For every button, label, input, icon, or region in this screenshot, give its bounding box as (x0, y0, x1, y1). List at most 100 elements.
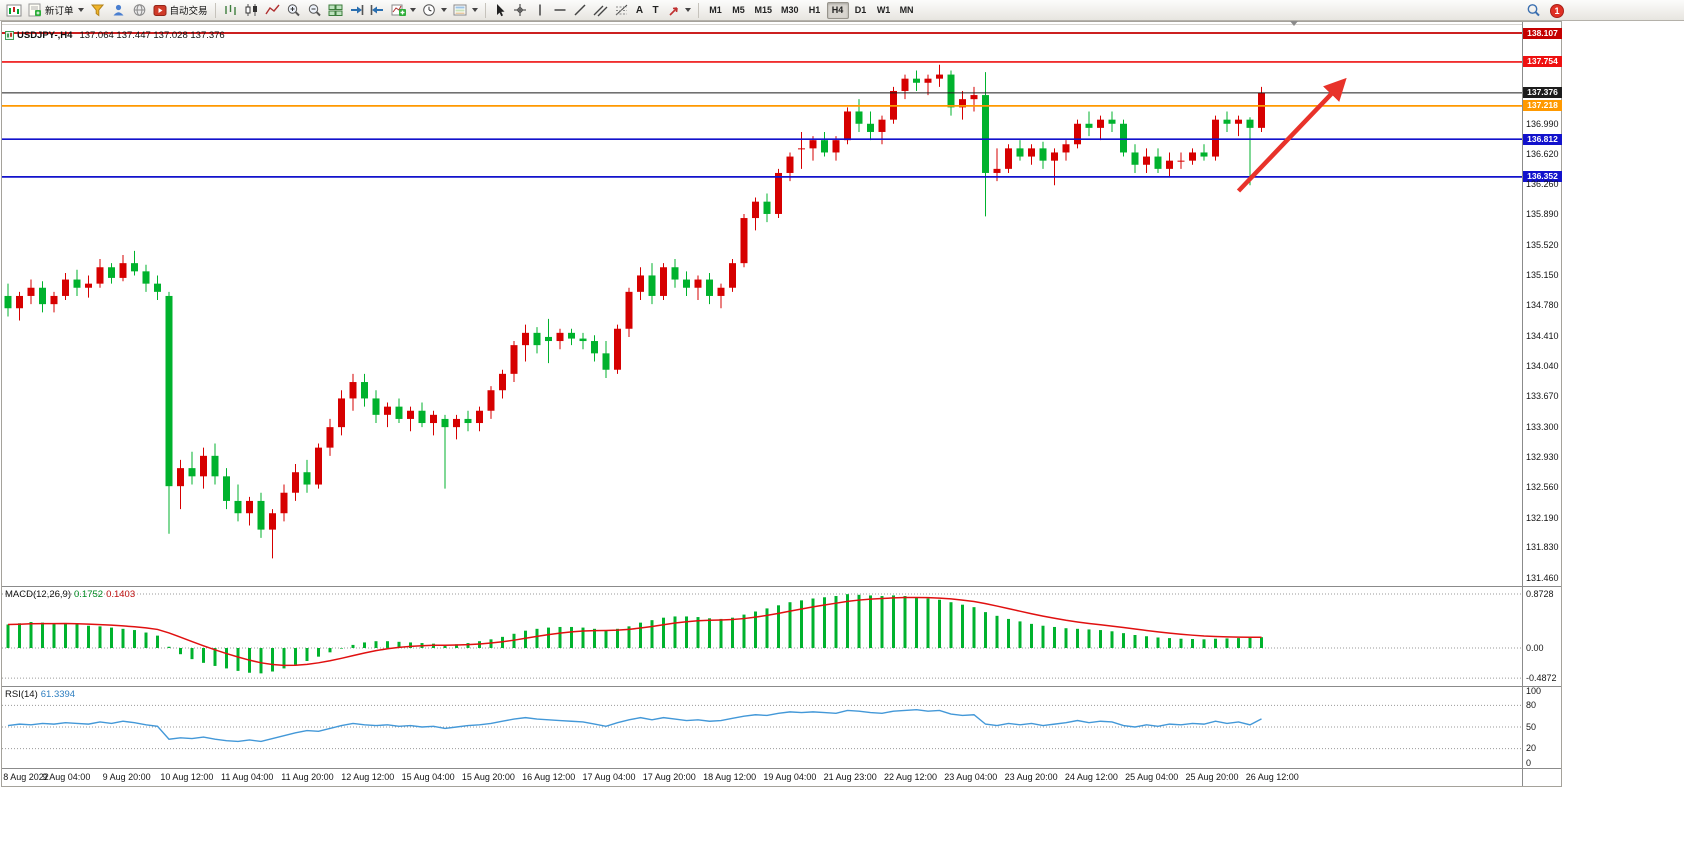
rsi-panel[interactable] (2, 687, 1522, 768)
funnel-icon[interactable] (87, 1, 108, 20)
community-icon[interactable] (129, 1, 150, 20)
panel-separator[interactable] (2, 586, 1561, 587)
price-tick-label: 133.300 (1526, 421, 1559, 432)
price-tick-label: 133.670 (1526, 391, 1559, 402)
timeframe-button-m15[interactable]: M15 (754, 5, 773, 15)
search-icon[interactable] (1526, 3, 1541, 18)
indicators-button[interactable] (388, 1, 419, 20)
profile-icon[interactable] (108, 1, 129, 20)
crosshair-tool-icon[interactable] (510, 1, 530, 20)
macd-panel[interactable] (2, 587, 1522, 686)
candlestick-chart-type-icon[interactable] (241, 1, 262, 20)
line-chart-type-icon[interactable] (262, 1, 283, 20)
candlestick-chart[interactable] (2, 28, 1522, 586)
notification-badge[interactable]: 1 (1550, 3, 1564, 18)
timeframe-button-w1[interactable]: W1 (876, 5, 891, 15)
price-level-label: 136.812 (1523, 133, 1562, 145)
zoom-out-icon[interactable] (304, 1, 325, 20)
chart-shift-ruler (2, 21, 1522, 26)
panel-separator[interactable] (2, 686, 1561, 687)
price-tick-label: 136.620 (1526, 149, 1559, 160)
time-tick-label: 25 Aug 04:00 (1125, 772, 1179, 782)
timeframe-button-d1[interactable]: D1 (854, 5, 867, 15)
price-tick-label: 131.830 (1526, 542, 1559, 553)
timeframe-button-m30[interactable]: M30 (781, 5, 799, 15)
price-tick-label: 134.410 (1526, 330, 1559, 341)
toolbar-divider (484, 2, 486, 18)
time-tick-label: 17 Aug 20:00 (642, 772, 696, 782)
periods-button[interactable] (419, 1, 450, 20)
timeframe-button-m5[interactable]: M5 (732, 5, 745, 15)
fibonacci-tool-icon[interactable] (611, 1, 632, 20)
bar-chart-type-icon[interactable] (220, 1, 241, 20)
channel-tool-icon[interactable] (590, 1, 611, 20)
price-level-label: 137.218 (1523, 100, 1562, 112)
dropdown-caret-icon (684, 8, 691, 12)
time-tick-label: 26 Aug 12:00 (1245, 772, 1299, 782)
rsi-axis[interactable]: 100 80 50 20 0 (1523, 686, 1562, 768)
time-tick-label: 16 Aug 12:00 (522, 772, 576, 782)
chart-shift-marker-icon[interactable] (1290, 21, 1298, 26)
new-order-button[interactable]: 新订单 (25, 1, 87, 20)
time-tick-label: 9 Aug 04:00 (42, 772, 91, 782)
arrow-tool-icon (667, 4, 681, 17)
rsi-title: RSI(14) (5, 689, 38, 700)
timeframe-button-m1[interactable]: M1 (709, 5, 722, 15)
chart-shift-icon[interactable] (367, 1, 388, 20)
time-tick-label: 12 Aug 12:00 (341, 772, 395, 782)
tile-windows-icon[interactable] (325, 1, 346, 20)
price-tick-label: 132.930 (1526, 451, 1559, 462)
new-order-label: 新订单 (45, 6, 74, 17)
price-level-label: 138.107 (1523, 27, 1562, 39)
zoom-in-icon[interactable] (283, 1, 304, 20)
toolbar-divider (214, 2, 216, 18)
macd-axis[interactable]: 0.8728 0.00 -0.4872 (1523, 587, 1562, 686)
vertical-line-tool-icon[interactable] (530, 1, 550, 20)
price-tick-label: 134.040 (1526, 360, 1559, 371)
time-axis[interactable]: 8 Aug 2022 9 Aug 04:00 9 Aug 20:00 10 Aug 1… (2, 770, 1522, 786)
timeframe-button-h4[interactable]: H4 (826, 1, 849, 19)
toolbar-divider (697, 2, 699, 18)
price-level-label: 136.352 (1523, 171, 1562, 183)
clock-icon (422, 3, 437, 17)
time-tick-label: 17 Aug 04:00 (582, 772, 636, 782)
macd-header: MACD(12,26,9) 0.1752 0.1403 (5, 589, 135, 600)
panel-separator (2, 768, 1561, 769)
time-tick-label: 18 Aug 12:00 (703, 772, 757, 782)
auto-scroll-icon[interactable] (346, 1, 367, 20)
macd-tick-label: -0.4872 (1526, 672, 1557, 683)
timeframe-group: M1 M5 M15 M30 H1 H4 D1 W1 MN (705, 1, 918, 19)
timeframe-button-h1[interactable]: H1 (808, 5, 821, 15)
text-tool-icon[interactable]: A (635, 4, 644, 16)
chart-window-icon[interactable] (3, 1, 25, 20)
dropdown-caret-icon (409, 8, 416, 12)
price-tick-label: 134.780 (1526, 300, 1559, 311)
cursor-tool-icon[interactable] (490, 1, 510, 20)
time-tick-label: 11 Aug 04:00 (220, 772, 274, 782)
time-tick-label: 23 Aug 04:00 (944, 772, 998, 782)
horizontal-line-tool-icon[interactable] (550, 1, 570, 20)
rsi-tick-label: 80 (1526, 699, 1537, 710)
time-tick-label: 15 Aug 20:00 (461, 772, 515, 782)
timeframe-button-mn[interactable]: MN (899, 5, 914, 15)
macd-tick-label: 0.8728 (1526, 588, 1554, 599)
symbol-chart-icon (5, 31, 14, 40)
rsi-tick-label: 20 (1526, 743, 1537, 754)
price-axis[interactable]: 138.107 137.754 137.376 137.218 136.812 136.3… (1523, 27, 1562, 586)
price-level-label: 137.376 (1523, 87, 1562, 99)
auto-trading-button[interactable]: 自动交易 (150, 1, 211, 20)
rsi-tick-label: 50 (1526, 721, 1537, 732)
time-tick-label: 24 Aug 12:00 (1064, 772, 1118, 782)
time-tick-label: 10 Aug 12:00 (160, 772, 214, 782)
trendline-tool-icon[interactable] (570, 1, 590, 20)
macd-main-value: 0.1752 (74, 589, 104, 600)
text-label-tool-icon[interactable]: T (652, 4, 659, 16)
add-indicator-icon (391, 3, 406, 17)
chart-window[interactable]: USDJPY-,H4 137.064 137.447 137.028 137.3… (1, 21, 1562, 787)
dropdown-caret-icon (471, 8, 478, 12)
price-tick-label: 136.990 (1526, 119, 1559, 130)
macd-signal-value: 0.1403 (106, 589, 136, 600)
time-tick-label: 15 Aug 04:00 (401, 772, 455, 782)
templates-button[interactable] (450, 1, 481, 20)
arrows-tool-button[interactable] (664, 1, 694, 20)
